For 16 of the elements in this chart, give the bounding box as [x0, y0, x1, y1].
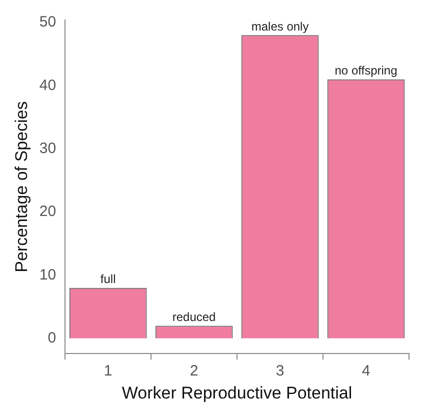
annotation: full	[100, 272, 116, 286]
annotation: no offspring	[334, 64, 398, 78]
y-tick-label: 20	[39, 203, 56, 220]
y-tick-label: 40	[39, 76, 56, 94]
x-axis-title: Worker Reproductive Potential	[122, 383, 352, 402]
x-tick-label: 1	[104, 362, 112, 380]
annotation: males only	[251, 19, 309, 34]
y-tick-label: 0	[48, 330, 56, 347]
x-tick-label: 3	[276, 362, 284, 380]
annotation: reduced	[172, 310, 216, 324]
x-tick-label: 4	[362, 362, 370, 380]
y-axis-title: Percentage of Species	[12, 101, 31, 272]
y-tick-label: 50	[39, 14, 56, 31]
y-tick-label: 30	[39, 140, 56, 158]
x-tick-label: 2	[190, 362, 198, 380]
y-tick-label: 10	[39, 266, 56, 284]
